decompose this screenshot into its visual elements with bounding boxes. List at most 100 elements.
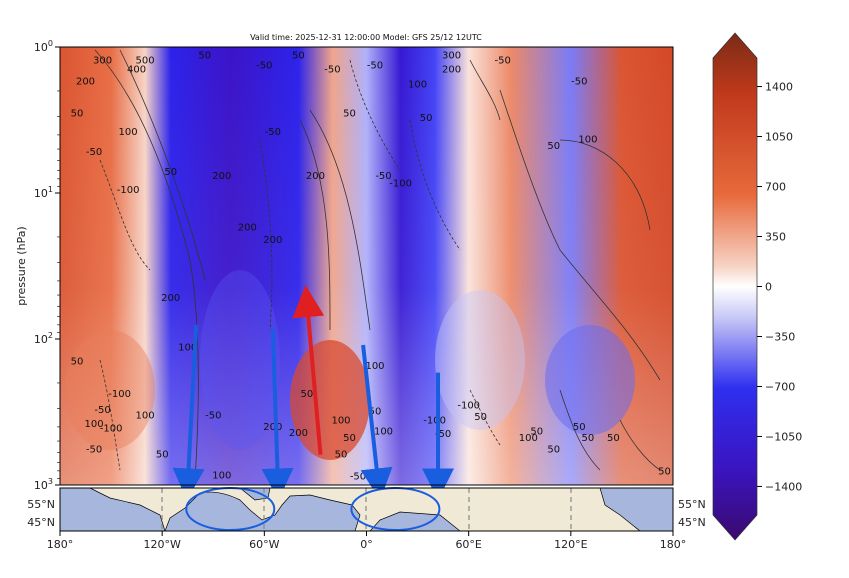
- colorbar-tick-label: −1400: [765, 480, 802, 493]
- contour-label: 50: [198, 51, 211, 62]
- contour-label: 200: [263, 422, 282, 433]
- lat-label-right-top: 55°N: [678, 498, 706, 511]
- lat-label-right-bottom: 45°N: [678, 516, 706, 529]
- contour-label: 50: [301, 389, 314, 400]
- contour-label: -50: [265, 127, 281, 138]
- anomaly-blobs: [65, 270, 635, 460]
- contour-label: 300: [93, 56, 112, 67]
- contour-label: 100: [85, 419, 104, 430]
- contour-label: 200: [212, 171, 231, 182]
- contour-label: 50: [582, 433, 595, 444]
- y-axis: 100 101 102 103: [34, 39, 60, 492]
- contour-label: 50: [335, 450, 348, 461]
- contour-label: 100: [212, 470, 231, 481]
- contour-label: 50: [547, 445, 560, 456]
- x-tick-label: 180°: [47, 538, 74, 551]
- contour-label: 50: [658, 467, 671, 478]
- map-oceans: [59, 487, 674, 532]
- contour-label: -50: [375, 171, 391, 182]
- contour-lines: [94, 49, 661, 481]
- x-tick-label: 0°: [360, 538, 373, 551]
- blue-arrow: [172, 324, 205, 501]
- contour-label: -50: [324, 65, 340, 76]
- blue-arrow: [261, 328, 294, 501]
- contour-label: 50: [573, 422, 586, 433]
- contour-label: 400: [127, 65, 146, 76]
- contour-label: 200: [289, 428, 308, 439]
- contour-label: 50: [343, 433, 356, 444]
- contour-label: 50: [420, 113, 433, 124]
- contour-label: -100: [108, 389, 131, 400]
- contour-label: 200: [263, 235, 282, 246]
- contour-label: -100: [117, 185, 140, 196]
- y-axis-label: pressure (hPa): [15, 226, 28, 305]
- contour-label: 50: [71, 357, 84, 368]
- contour-label: 100: [119, 127, 138, 138]
- map-gridlines: [161, 488, 572, 531]
- contour-label: -50: [94, 405, 110, 416]
- contour-label: 100: [331, 416, 350, 427]
- contour-label: 100: [374, 426, 393, 437]
- x-tick-label: 60°W: [249, 538, 279, 551]
- contour-label: 500: [136, 56, 155, 67]
- colorbar-tick-label: −1050: [765, 430, 802, 443]
- contour-label: 200: [161, 293, 180, 304]
- colorbar: 1400 1050 700 350 0 −350 −700 −1050 −1400: [712, 32, 802, 541]
- x-tick-label: 120°W: [143, 538, 180, 551]
- contour-label: 50: [292, 51, 305, 62]
- contour-label: -100: [100, 424, 123, 435]
- contour-label: 100: [136, 410, 155, 421]
- x-tick-label: 180°: [660, 538, 687, 551]
- x-tick-label: 120°E: [554, 538, 587, 551]
- x-tick-label: 60°E: [455, 538, 481, 551]
- y-tick-label: 103: [34, 477, 53, 492]
- contour-label: -100: [457, 401, 480, 412]
- contour-label: 100: [365, 361, 384, 372]
- contour-label: 200: [76, 76, 95, 87]
- contour-label: 200: [238, 222, 257, 233]
- contour-label: -50: [495, 56, 511, 67]
- contour-label: -50: [571, 76, 587, 87]
- contour-label: 100: [178, 343, 197, 354]
- contour-label: 50: [607, 433, 620, 444]
- contour-label: 50: [547, 141, 560, 152]
- lat-label-left-bottom: 45°N: [27, 516, 55, 529]
- contour-label: 100: [519, 433, 538, 444]
- contour-label: 50: [530, 426, 543, 437]
- contour-label: -50: [205, 410, 221, 421]
- colorbar-tick-label: 0: [765, 281, 772, 294]
- y-tick-label: 102: [34, 331, 53, 346]
- contour-label: 50: [474, 412, 487, 423]
- contour-label: 200: [442, 65, 461, 76]
- contour-label: -50: [350, 472, 366, 483]
- annotation-arrows: [172, 285, 454, 501]
- contour-label: -50: [435, 429, 451, 440]
- contour-label: 100: [408, 80, 427, 91]
- colorbar-tick-label: 1400: [765, 81, 793, 94]
- contour-label: -50: [86, 445, 102, 456]
- y-tick-label: 101: [34, 185, 53, 200]
- contour-label: 50: [156, 450, 169, 461]
- colorbar-tick-label: 1050: [765, 131, 793, 144]
- colorbar-tick-label: 700: [765, 181, 786, 194]
- contour-label: 50: [343, 109, 356, 120]
- chart-title: Valid time: 2025-12-31 12:00:00 Model: G…: [250, 33, 482, 42]
- map-strip: 55°N 45°N 55°N 45°N: [27, 487, 706, 532]
- colorbar-ticks: 1400 1050 700 350 0 −350 −700 −1050 −1400: [757, 81, 802, 493]
- contour-label: -50: [86, 147, 102, 158]
- contour-label: 200: [306, 171, 325, 182]
- contour-label: 50: [71, 109, 84, 120]
- contour-label: 50: [164, 167, 177, 178]
- colorbar-tick-label: −350: [765, 330, 795, 343]
- colorbar-tick-label: 350: [765, 231, 786, 244]
- lat-label-left-top: 55°N: [27, 498, 55, 511]
- contour-label: -50: [367, 60, 383, 71]
- contour-label: -100: [389, 178, 412, 189]
- contour-label: -50: [256, 60, 272, 71]
- contour-label: 300: [442, 51, 461, 62]
- colorbar-tick-label: −700: [765, 380, 795, 393]
- contour-label: -100: [423, 416, 446, 427]
